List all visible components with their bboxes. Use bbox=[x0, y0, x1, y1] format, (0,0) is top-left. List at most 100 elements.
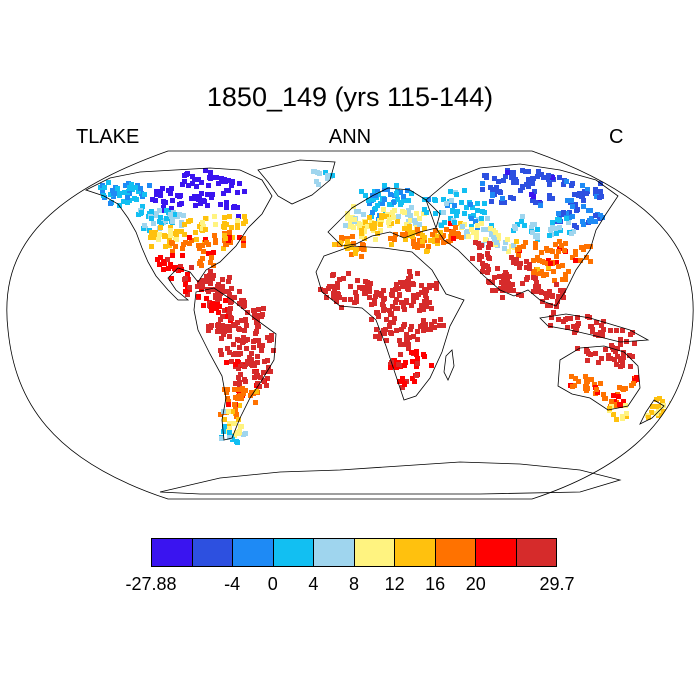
map-cell-china bbox=[546, 265, 551, 270]
map-cell-iceland bbox=[312, 169, 317, 174]
map-cell-indonesia bbox=[601, 319, 606, 324]
map-cell-southern-usa bbox=[213, 238, 218, 243]
map-cell-brazil bbox=[224, 360, 229, 365]
map-cell-northern-canada bbox=[199, 180, 204, 185]
map-cell-central-africa bbox=[393, 300, 398, 305]
map-cell-central-asia bbox=[511, 243, 516, 248]
map-cell-northern-canada bbox=[194, 184, 199, 189]
map-cell-central-asia bbox=[489, 232, 494, 237]
map-cell-central-africa bbox=[373, 334, 378, 339]
map-cell-central-europe bbox=[408, 213, 413, 218]
map-cell-amazon bbox=[235, 320, 240, 325]
map-cell-turkey bbox=[422, 235, 427, 240]
temperature-cells bbox=[98, 168, 674, 445]
map-cell-mongolia bbox=[547, 233, 552, 238]
map-cell-colombia bbox=[217, 304, 222, 309]
map-cell-brazil bbox=[265, 376, 270, 381]
map-cell-central-africa bbox=[378, 291, 383, 296]
map-cell-uk bbox=[347, 224, 352, 229]
map-cell-tasmania bbox=[624, 411, 629, 416]
map-cell-russia bbox=[469, 224, 474, 229]
map-cell-north-australia bbox=[630, 354, 635, 359]
map-cell-east-africa bbox=[393, 287, 398, 292]
map-cell-amazon bbox=[267, 338, 272, 343]
plot-title: 1850_149 (yrs 115-144) bbox=[206, 82, 494, 112]
map-cell-india bbox=[509, 255, 514, 260]
map-cell-central-africa bbox=[375, 310, 380, 315]
colorbar-box-7 bbox=[435, 539, 476, 566]
map-cell-north-australia bbox=[628, 364, 633, 369]
map-cell-east-africa bbox=[421, 318, 426, 323]
map-cell-west-africa bbox=[367, 285, 372, 290]
map-cell-central-asia bbox=[481, 227, 486, 232]
colorbar bbox=[151, 538, 557, 567]
map-cell-china bbox=[535, 267, 540, 272]
map-cell-siberia bbox=[501, 178, 506, 183]
map-cell-brazil bbox=[258, 375, 263, 380]
map-cell-china bbox=[537, 258, 542, 263]
map-cell-iceland bbox=[314, 179, 319, 184]
map-cell-russia bbox=[479, 216, 484, 221]
map-cell-patagonia bbox=[232, 433, 237, 438]
map-cell-northern-canada bbox=[231, 205, 236, 210]
map-cell-northern-canada bbox=[194, 196, 199, 201]
map-cell-western-europe bbox=[359, 228, 364, 233]
map-cell-central-europe bbox=[406, 208, 411, 213]
map-cell-siberia bbox=[530, 176, 535, 181]
map-cell-west-africa bbox=[324, 295, 329, 300]
map-cell-southern-usa bbox=[226, 238, 231, 243]
colorbar-box-2 bbox=[233, 539, 274, 566]
map-cell-siberia bbox=[531, 194, 536, 199]
map-cell-india bbox=[527, 262, 532, 267]
map-cell-west-africa bbox=[337, 295, 342, 300]
map-cell-mongolia bbox=[535, 227, 540, 232]
map-cell-amazon bbox=[219, 336, 224, 341]
map-cell-northern-canada bbox=[168, 191, 173, 196]
map-cell-scandinavia bbox=[376, 192, 381, 197]
map-cell-southern-africa bbox=[392, 358, 397, 363]
map-cell-northern-canada bbox=[192, 177, 197, 182]
map-cell-alaska bbox=[110, 188, 115, 193]
map-cell-south-australia bbox=[621, 387, 626, 392]
map-cell-argentina bbox=[253, 400, 258, 405]
map-cell-brazil bbox=[227, 350, 232, 355]
map-cell-central-asia bbox=[505, 237, 510, 242]
map-cell-northern-usa bbox=[212, 214, 217, 219]
map-cell-alaska bbox=[106, 180, 111, 185]
map-cell-southern-usa bbox=[241, 236, 246, 241]
map-cell-central-africa bbox=[391, 320, 396, 325]
map-cell-east-africa bbox=[414, 295, 419, 300]
map-cell-central-africa bbox=[401, 304, 406, 309]
map-cell-argentina bbox=[233, 407, 238, 412]
map-cell-iceland bbox=[325, 176, 330, 181]
map-cell-indonesia bbox=[568, 316, 573, 321]
map-cell-tasmania bbox=[614, 417, 619, 422]
map-cell-northern-canada bbox=[226, 178, 231, 183]
map-cell-siberia bbox=[520, 168, 525, 173]
map-cell-argentina bbox=[225, 396, 230, 401]
map-cell-far-east-russia bbox=[567, 215, 572, 220]
map-cell-north-australia bbox=[608, 356, 613, 361]
map-cell-southern-chile bbox=[219, 436, 224, 441]
map-cell-east-africa bbox=[429, 306, 434, 311]
map-cell-mongolia bbox=[548, 227, 553, 232]
map-cell-alaska bbox=[130, 187, 135, 192]
map-cell-west-africa bbox=[355, 278, 360, 283]
map-cell-indonesia bbox=[599, 323, 604, 328]
map-cell-indonesia bbox=[630, 330, 635, 335]
map-cell-southern-usa bbox=[222, 233, 227, 238]
map-cell-china bbox=[562, 248, 567, 253]
colorbar-box-0 bbox=[152, 539, 193, 566]
map-cell-scandinavia bbox=[367, 201, 372, 206]
map-cell-siberia bbox=[597, 195, 602, 200]
map-cell-china bbox=[544, 246, 549, 251]
map-cell-east-africa bbox=[400, 284, 405, 289]
map-cell-central-africa bbox=[378, 331, 383, 336]
map-cell-central-africa bbox=[402, 322, 407, 327]
map-cell-scandinavia bbox=[359, 189, 364, 194]
map-cell-mexico bbox=[199, 287, 204, 292]
map-cell-russia bbox=[422, 207, 427, 212]
map-cell-siberia bbox=[505, 170, 510, 175]
map-cell-east-africa bbox=[411, 293, 416, 298]
map-cell-northern-canada bbox=[190, 174, 195, 179]
